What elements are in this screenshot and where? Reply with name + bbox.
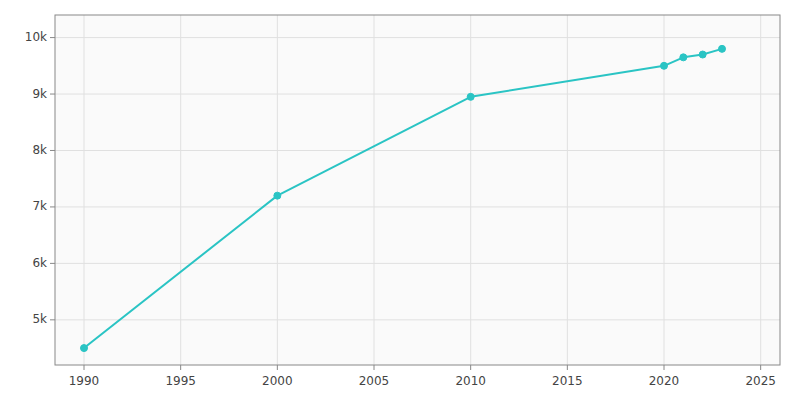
y-tick-label: 10k — [25, 30, 47, 44]
marker — [719, 45, 726, 52]
y-tick-label: 5k — [32, 312, 47, 326]
plot-frame — [55, 15, 780, 365]
y-grid-line — [55, 94, 780, 95]
x-tick — [567, 365, 568, 370]
x-tick — [470, 365, 471, 370]
marker — [81, 345, 88, 352]
axes: 5k 6k 7k 8k 9k 10k 1990 1995 2000 2005 2010 2015 202… — [25, 15, 780, 388]
x-tick — [760, 365, 761, 370]
y-tick — [50, 94, 55, 95]
y-tick — [50, 150, 55, 151]
marker — [661, 62, 668, 69]
y-tick-label: 7k — [32, 199, 47, 213]
x-tick — [374, 365, 375, 370]
plot-background — [55, 15, 780, 365]
marker — [680, 54, 687, 61]
x-tick-label: 1995 — [165, 374, 196, 388]
y-grid-line — [55, 263, 780, 264]
chart: 5k 6k 7k 8k 9k 10k 1990 1995 2000 2005 2010 2015 202… — [0, 0, 800, 400]
y-grid-line — [55, 37, 780, 38]
x-grid-line — [567, 15, 568, 365]
y-grid-line — [55, 150, 780, 151]
marker — [274, 192, 281, 199]
x-tick-label: 2000 — [262, 374, 293, 388]
x-tick-label: 2020 — [649, 374, 680, 388]
x-tick-label: 2015 — [552, 374, 583, 388]
x-tick-label: 2025 — [745, 374, 776, 388]
y-tick — [50, 263, 55, 264]
y-grid-line — [55, 206, 780, 207]
y-tick-label: 9k — [32, 87, 47, 101]
x-tick — [180, 365, 181, 370]
x-grid-line — [84, 15, 85, 365]
marker — [699, 51, 706, 58]
x-tick — [277, 365, 278, 370]
y-tick — [50, 206, 55, 207]
x-grid-line — [470, 15, 471, 365]
x-tick-label: 2010 — [455, 374, 486, 388]
x-tick — [84, 365, 85, 370]
x-grid-line — [277, 15, 278, 365]
y-grid-line — [55, 319, 780, 320]
marker — [467, 93, 474, 100]
x-grid-line — [374, 15, 375, 365]
y-tick — [50, 319, 55, 320]
x-tick — [664, 365, 665, 370]
x-grid-line — [180, 15, 181, 365]
y-tick — [50, 37, 55, 38]
x-tick-label: 2005 — [359, 374, 390, 388]
y-tick-label: 6k — [32, 256, 47, 270]
grid — [55, 15, 780, 365]
x-tick-label: 1990 — [69, 374, 100, 388]
x-grid-line — [760, 15, 761, 365]
line — [84, 49, 722, 348]
y-tick-label: 8k — [32, 143, 47, 157]
series — [81, 45, 726, 351]
